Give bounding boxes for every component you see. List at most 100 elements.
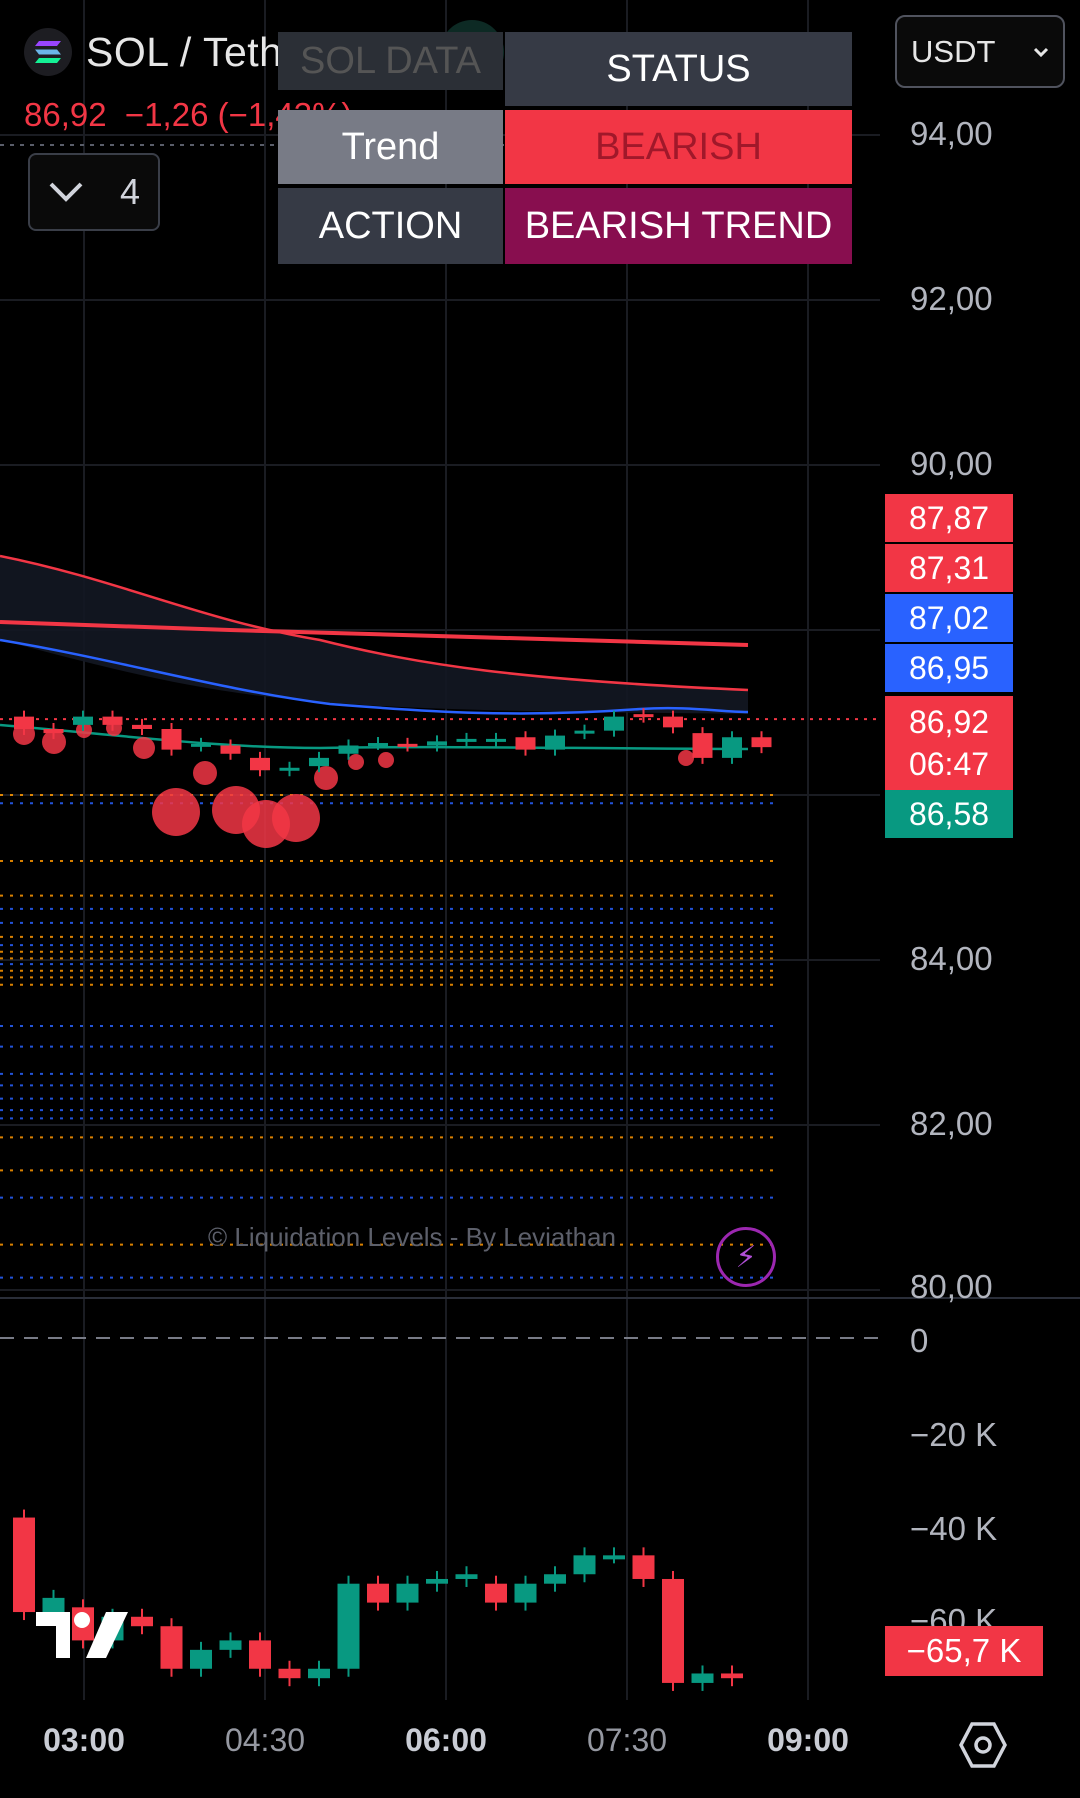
volume-candle xyxy=(721,1673,743,1679)
chevron-down-icon xyxy=(49,182,83,202)
time-axis-label: 07:30 xyxy=(586,1722,668,1758)
liquidation-bubble xyxy=(133,737,155,759)
liquidation-bubble xyxy=(314,766,338,790)
price-candles xyxy=(14,708,772,777)
chevron-down-icon xyxy=(1033,47,1049,57)
price-axis-label: 84,00 xyxy=(910,940,993,977)
volume-candle xyxy=(367,1583,389,1603)
trend-value: BEARISH xyxy=(505,110,852,184)
price-candle xyxy=(751,737,772,748)
volume-candle xyxy=(396,1583,419,1603)
volume-candle xyxy=(485,1583,507,1603)
volume-candle xyxy=(691,1673,714,1683)
price-candle xyxy=(220,745,241,754)
price-axis-label: 80,00 xyxy=(910,1268,993,1305)
volume-candle xyxy=(160,1626,183,1669)
price-axis-label: 82,00 xyxy=(910,1105,993,1142)
price-candle xyxy=(250,757,270,771)
volume-axis-label: −40 K xyxy=(910,1510,998,1547)
price-candle xyxy=(722,737,742,758)
price-candle xyxy=(633,714,654,718)
price-candle xyxy=(309,757,329,767)
indicator-count: 4 xyxy=(119,171,140,212)
time-axis-label: 09:00 xyxy=(767,1722,849,1758)
settings-hex-icon[interactable] xyxy=(958,1720,1008,1770)
chart-grid xyxy=(0,0,1080,1700)
volume-candle xyxy=(573,1555,596,1575)
volume-candle xyxy=(13,1517,35,1613)
time-axis-label: 03:00 xyxy=(43,1722,125,1758)
last-price-tag: 86,92 06:47 xyxy=(885,696,1013,790)
volume-candle xyxy=(632,1555,655,1579)
currency-value: USDT xyxy=(911,33,996,69)
price-candle xyxy=(14,716,34,729)
volume-candle xyxy=(426,1578,448,1584)
time-axis-label: 06:00 xyxy=(405,1722,487,1758)
price-candle xyxy=(43,729,64,734)
indicators-toggle-button[interactable]: 4 xyxy=(28,153,160,231)
volume-candle xyxy=(190,1649,212,1669)
action-value: BEARISH TREND xyxy=(505,188,852,264)
price-tag-upper-band: 87,87 xyxy=(885,494,1013,542)
tradingview-logo xyxy=(36,1612,128,1658)
liquidation-bubble xyxy=(272,794,320,842)
ma-cloud-fill xyxy=(0,556,748,714)
volume-candle xyxy=(219,1640,242,1650)
solana-logo-icon xyxy=(24,28,72,76)
price-candle xyxy=(545,735,565,750)
liquidation-bubble xyxy=(348,754,364,770)
price-tag-ma-blue-2: 86,95 xyxy=(885,644,1013,692)
volume-candle xyxy=(42,1597,65,1613)
action-label: ACTION xyxy=(278,188,503,264)
blue-ma-line xyxy=(0,638,749,715)
price-candle xyxy=(663,716,683,728)
volume-candle xyxy=(337,1583,360,1669)
trend-label: Trend xyxy=(278,110,503,184)
liquidation-bubble xyxy=(193,761,217,785)
volume-candle xyxy=(662,1578,684,1683)
volume-tag: −65,7 K xyxy=(885,1626,1043,1676)
price-candle xyxy=(279,767,300,771)
price-candle xyxy=(486,738,506,742)
price-candle xyxy=(338,745,359,754)
table-header-status: STATUS xyxy=(505,32,852,106)
price-axis-label: 90,00 xyxy=(910,445,993,482)
volume-candle xyxy=(455,1574,478,1579)
liquidation-bubble xyxy=(152,788,200,836)
price-candle xyxy=(102,716,123,725)
price-candle xyxy=(574,730,595,734)
currency-select[interactable]: USDT xyxy=(895,15,1065,88)
table-header-sol-data: SOL DATA xyxy=(278,32,503,90)
time-axis-label: 04:30 xyxy=(224,1722,306,1758)
price-candle xyxy=(191,743,211,747)
volume-candle xyxy=(514,1583,537,1603)
volume-candle xyxy=(249,1640,271,1669)
lightning-icon[interactable]: ⚡ xyxy=(716,1227,776,1287)
liquidation-bubble xyxy=(378,752,394,768)
volume-axis-label: −20 K xyxy=(910,1416,998,1453)
volume-candle xyxy=(603,1555,625,1560)
volume-candle xyxy=(278,1668,301,1679)
price-tag-ma-green: 86,58 xyxy=(885,790,1013,838)
red-ma-line xyxy=(0,620,749,647)
ma-cloud xyxy=(0,554,749,751)
green-ma-line xyxy=(0,723,749,751)
volume-candle xyxy=(544,1574,566,1584)
price-axis-label: 94,00 xyxy=(910,115,993,152)
price-candle xyxy=(161,729,182,750)
price-candle xyxy=(397,743,418,747)
price-tag-ma-blue-1: 87,02 xyxy=(885,594,1013,642)
price-candle xyxy=(692,733,713,758)
price-candle xyxy=(427,741,447,746)
volume-candle xyxy=(308,1668,330,1679)
price-candle xyxy=(515,737,536,750)
last-price: 86,92 xyxy=(908,704,990,740)
price-candle xyxy=(604,716,624,731)
liquidation-bubble xyxy=(42,730,66,754)
price-candle xyxy=(456,738,477,742)
volume-candle xyxy=(131,1616,153,1627)
price-axis-label: 92,00 xyxy=(910,280,993,317)
liquidation-bubbles xyxy=(13,720,694,848)
price-candle xyxy=(73,716,93,725)
